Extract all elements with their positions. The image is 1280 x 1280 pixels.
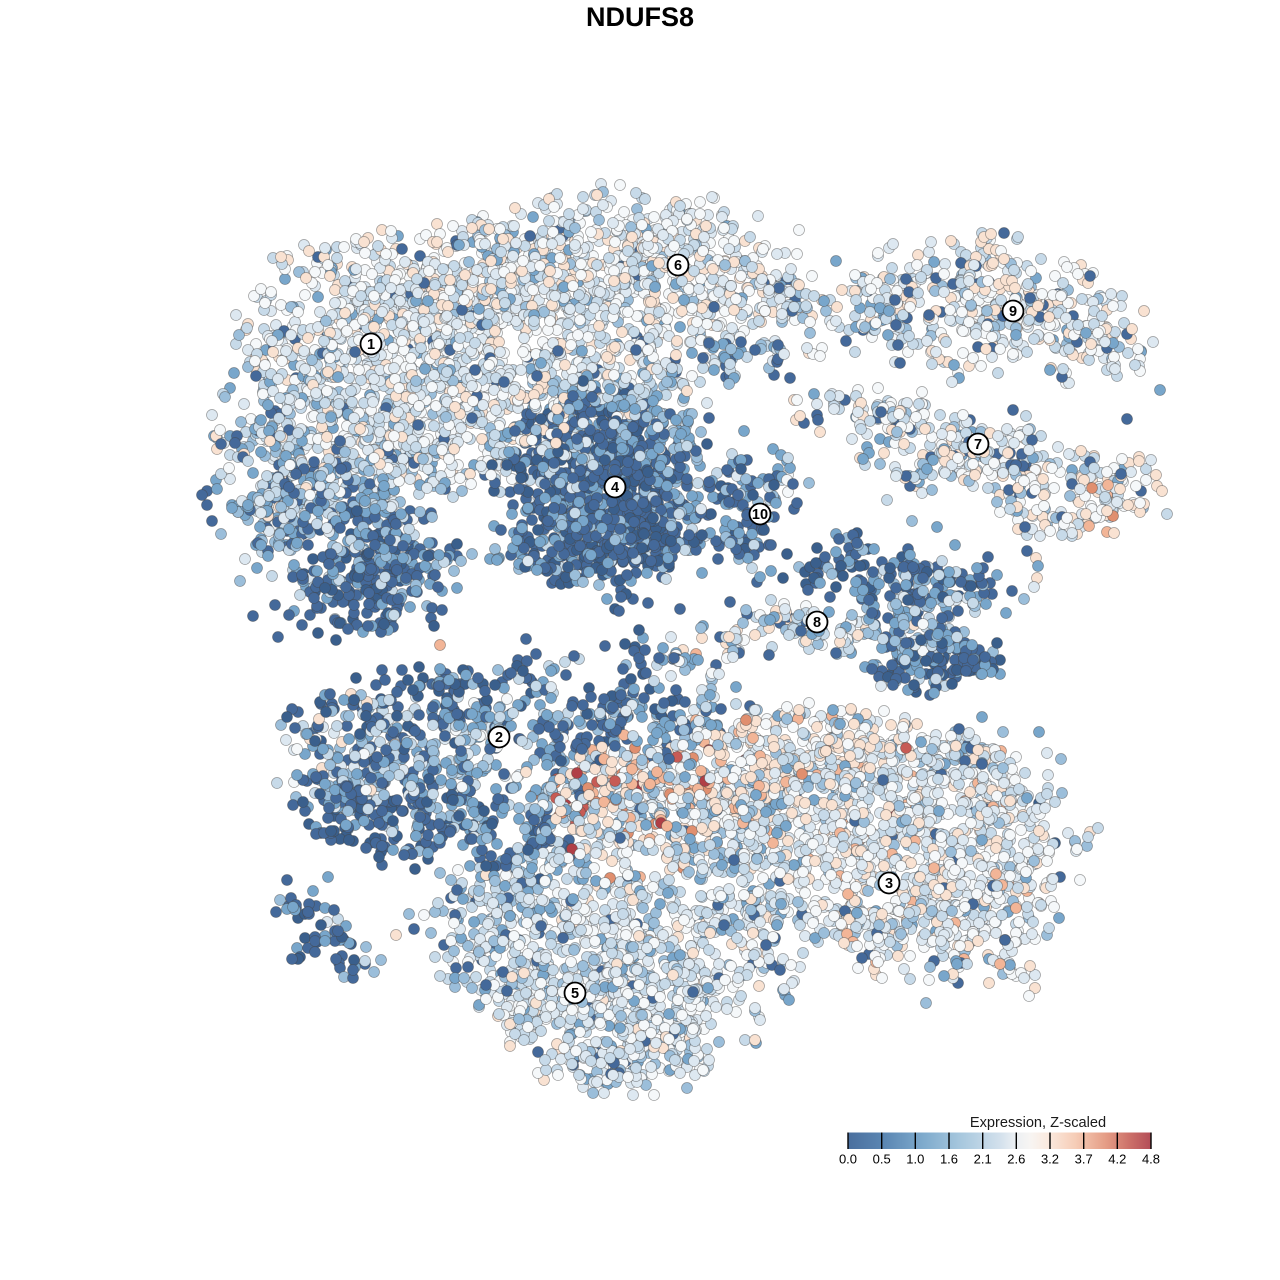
svg-text:NDUFS8: NDUFS8 — [586, 2, 694, 32]
